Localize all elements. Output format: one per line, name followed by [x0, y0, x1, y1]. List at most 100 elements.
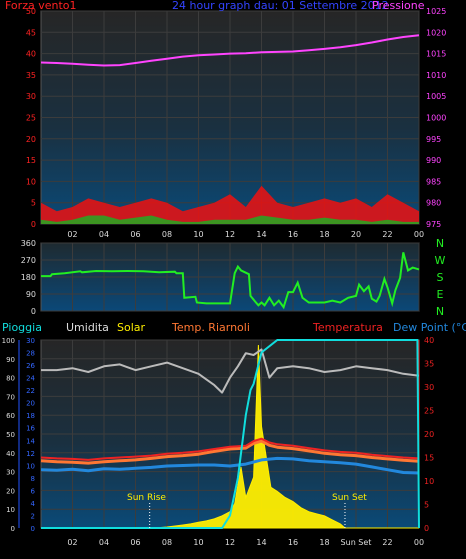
chart3-humidity-line [41, 348, 420, 394]
chart2-compass-label: S [437, 271, 444, 284]
chart3-ytick-umidita: 24 [26, 375, 35, 383]
chart1-xtick: 04 [99, 230, 109, 239]
chart2-ytick: 270 [21, 256, 36, 265]
chart2-ytick: 360 [21, 239, 36, 248]
chart3-ytick-umidita: 12 [26, 450, 35, 458]
chart3-ytick-pioggia: 20 [6, 487, 15, 495]
chart1-ytick-left: 35 [26, 71, 36, 80]
chart1-ytick-left: 10 [26, 177, 36, 186]
chart1-ytick-left: 40 [26, 50, 36, 59]
chart3-marks [40, 339, 420, 529]
chart1-xtick: 18 [319, 230, 329, 239]
chart1-xtick: 12 [225, 230, 235, 239]
legend-pioggia: Pioggia [2, 321, 42, 334]
chart1-ytick-left: 0 [31, 220, 36, 229]
chart3-ytick-temp: 25 [424, 407, 434, 416]
chart3-ytick-umidita: 10 [26, 462, 35, 470]
chart1-ytick-right: 980 [426, 199, 441, 208]
chart2-ytick: 180 [21, 273, 36, 282]
chart1-ytick-right: 985 [426, 177, 441, 186]
chart1-xtick: 10 [193, 230, 203, 239]
sun-rise-label: Sun Rise [127, 493, 166, 503]
legend-temp-riarnoli: Temp. Riarnoli [171, 321, 250, 334]
chart1-pressure-line [40, 34, 420, 67]
chart3-xtick: 18 [319, 538, 329, 547]
chart3-ytick-temp: 20 [424, 430, 434, 439]
chart3-ytick-pioggia: 30 [6, 469, 15, 477]
chart3-ytick-umidita: 28 [26, 350, 35, 358]
sun-set-label: Sun Set [332, 493, 367, 503]
chart1-ytick-right: 1025 [426, 7, 446, 16]
chart2-ytick: 0 [31, 307, 36, 316]
chart1-ytick-left: 25 [26, 114, 36, 123]
axis-labels: 0510152025303540455097598098599099510001… [2, 7, 447, 547]
chart1-ytick-right: 990 [426, 156, 441, 165]
chart1-average-area [41, 215, 419, 224]
chart1-xtick: 20 [351, 230, 361, 239]
chart1-ytick-right: 1020 [426, 28, 446, 37]
chart1-ytick-right: 1015 [426, 50, 446, 59]
chart1-ytick-left: 20 [26, 135, 36, 144]
chart1-ytick-right: 975 [426, 220, 441, 229]
legend-temperatura: Temperatura [312, 321, 383, 334]
chart3-xtick: 12 [225, 538, 235, 547]
chart3-xtick: 00 [414, 538, 424, 547]
chart3-ytick-temp: 10 [424, 477, 434, 486]
chart1-ytick-left: 30 [26, 92, 36, 101]
chart3-dewpoint-line [40, 456, 420, 475]
chart3-ytick-umidita: 16 [26, 425, 35, 433]
chart1-xtick: 22 [382, 230, 392, 239]
chart3-ytick-temp: 5 [424, 501, 429, 510]
chart3-ytick-temp: 15 [424, 454, 434, 463]
chart3-solar-area [41, 344, 419, 529]
chart3-ytick-umidita: 18 [26, 412, 35, 420]
chart3-grid [18, 339, 420, 529]
chart3-xtick: 04 [99, 538, 109, 547]
chart3-xtick: 02 [67, 538, 77, 547]
chart3-ytick-temp: 35 [424, 360, 434, 369]
chart3-ytick-umidita: 30 [26, 337, 35, 345]
chart3-xtick: Sun Set [341, 538, 372, 547]
legend-solar: Solar [117, 321, 146, 334]
chart1-xtick: 14 [256, 230, 266, 239]
chart3-ytick-umidita: 26 [26, 362, 35, 370]
chart3-ytick-pioggia: 40 [6, 450, 15, 458]
chart3-ytick-temp: 0 [424, 524, 429, 533]
chart2-direction-line [41, 252, 420, 310]
chart3-ytick-umidita: 6 [31, 487, 36, 495]
chart2-compass-label: N [436, 305, 444, 318]
legend-umidita: Umidita [66, 321, 109, 334]
chart3-temperature-line [40, 437, 420, 461]
chart2-marks [41, 252, 420, 310]
chart1-gust-area [41, 185, 419, 224]
chart1-ytick-left: 5 [31, 199, 36, 208]
chart3-ytick-pioggia: 10 [6, 506, 15, 514]
chart3-ytick-pioggia: 100 [2, 337, 15, 345]
chart3-rain-line [41, 339, 420, 529]
chart3-xtick: 08 [162, 538, 172, 547]
chart1-xtick: 08 [162, 230, 172, 239]
chart1-ytick-left: 50 [26, 7, 36, 16]
chart3-ytick-umidita: 14 [26, 437, 35, 445]
chart1-ytick-right: 1005 [426, 92, 446, 101]
chart3-ytick-umidita: 22 [26, 387, 35, 395]
chart2-ytick: 90 [26, 290, 36, 299]
chart1-marks [40, 34, 420, 224]
chart1-ytick-right: 1010 [426, 71, 446, 80]
chart2-compass-label: E [437, 288, 444, 301]
chart3-apparent-temp-line [40, 439, 420, 465]
chart3-ytick-umidita: 8 [31, 475, 35, 483]
chart3-ytick-temp: 30 [424, 383, 434, 392]
chart3-ytick-pioggia: 50 [6, 431, 15, 439]
chart1-ytick-left: 15 [26, 156, 36, 165]
chart3-ytick-temp: 40 [424, 336, 434, 345]
chart1-title: 24 hour graph dau: 01 Settembre 2012 [172, 0, 389, 12]
chart3-ytick-umidita: 0 [31, 525, 35, 533]
chart3-ytick-pioggia: 60 [6, 412, 15, 420]
chart1-xtick: 00 [414, 230, 424, 239]
chart3-ytick-pioggia: 80 [6, 375, 15, 383]
chart1-xtick: 02 [67, 230, 77, 239]
chart3-xtick: 14 [256, 538, 266, 547]
chart3-ytick-pioggia: 70 [6, 393, 15, 401]
